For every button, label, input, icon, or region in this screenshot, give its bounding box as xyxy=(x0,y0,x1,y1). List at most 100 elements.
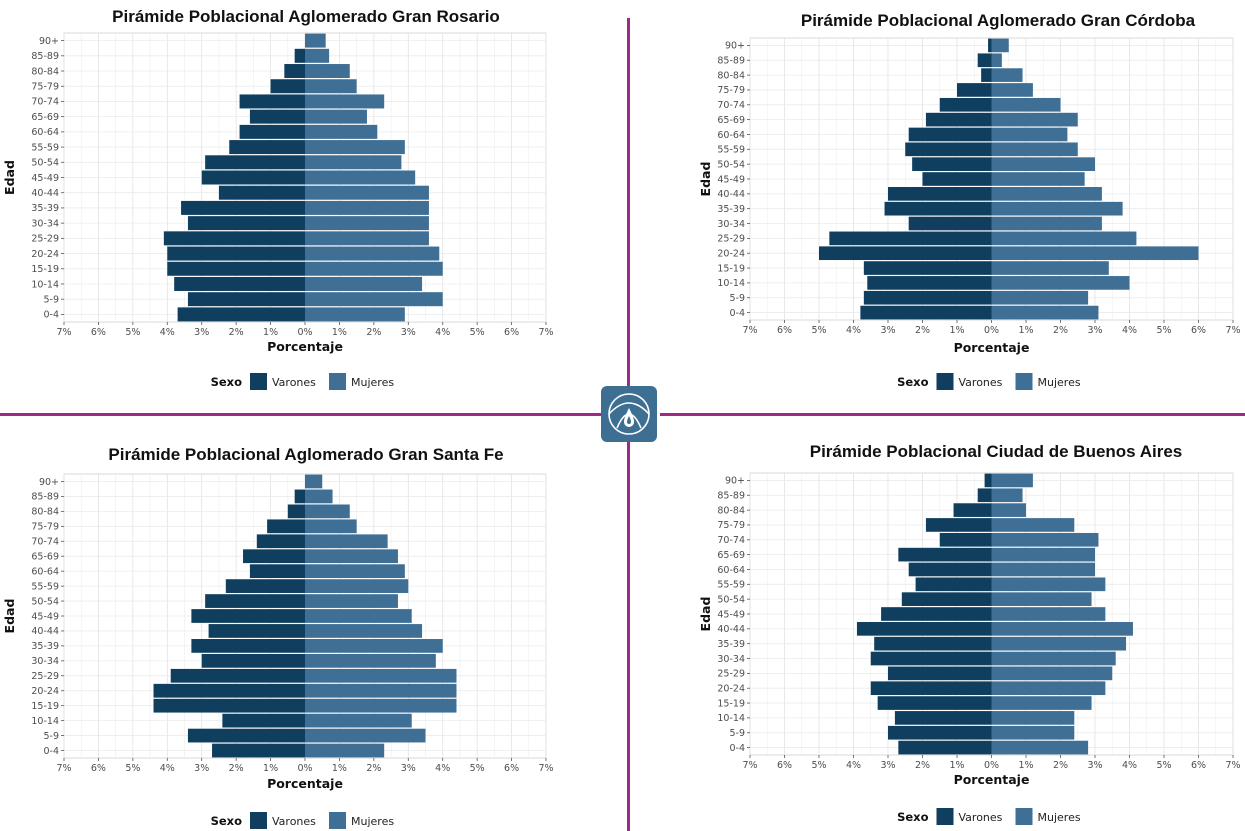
bar-varones-90+ xyxy=(988,38,992,53)
x-tick-label: 7% xyxy=(1225,760,1240,771)
bar-varones-40-44 xyxy=(218,185,305,200)
bar-varones-40-44 xyxy=(856,622,992,636)
y-tick-label: 65-69 xyxy=(717,115,745,126)
horizontal-divider-right xyxy=(660,413,1245,416)
bar-varones-10-14 xyxy=(894,711,992,725)
bar-mujeres-80-84 xyxy=(305,64,350,79)
y-tick-label: 50-54 xyxy=(717,594,745,605)
bar-mujeres-10-14 xyxy=(991,711,1075,725)
bar-varones-10-14 xyxy=(222,713,305,728)
x-tick-label: 1% xyxy=(263,327,278,338)
bar-varones-5-9 xyxy=(187,292,305,307)
x-tick-label: 7% xyxy=(538,763,553,774)
x-tick-label: 2% xyxy=(1053,325,1068,336)
x-tick-label: 2% xyxy=(366,327,381,338)
y-tick-label: 40-44 xyxy=(31,188,59,199)
x-tick-label: 4% xyxy=(435,327,450,338)
legend-title: Sexo xyxy=(211,814,242,828)
bar-mujeres-20-24 xyxy=(991,681,1106,696)
bar-varones-75-79 xyxy=(925,518,992,532)
y-tick-label: 30-34 xyxy=(31,656,59,667)
x-tick-label: 1% xyxy=(1018,760,1033,771)
y-tick-label: 35-39 xyxy=(717,204,745,215)
bar-mujeres-50-54 xyxy=(991,157,1095,171)
bar-varones-85-89 xyxy=(294,489,305,504)
y-axis-label: Edad xyxy=(698,162,713,197)
x-tick-label: 1% xyxy=(332,763,347,774)
x-tick-label: 1% xyxy=(263,763,278,774)
bar-mujeres-70-74 xyxy=(305,94,385,109)
y-tick-label: 30-34 xyxy=(717,654,745,665)
y-tick-label: 60-64 xyxy=(717,130,745,141)
y-tick-label: 45-49 xyxy=(717,174,745,185)
bar-mujeres-50-54 xyxy=(305,594,398,608)
bar-mujeres-75-79 xyxy=(991,518,1075,532)
bar-mujeres-5-9 xyxy=(305,728,426,743)
y-tick-label: 70-74 xyxy=(31,97,59,108)
y-tick-label: 45-49 xyxy=(31,173,59,184)
bar-mujeres-5-9 xyxy=(991,290,1089,305)
bar-varones-45-49 xyxy=(922,172,992,186)
x-tick-label: 1% xyxy=(332,327,347,338)
bar-mujeres-85-89 xyxy=(305,489,333,504)
bar-mujeres-65-69 xyxy=(305,109,367,124)
bar-varones-30-34 xyxy=(201,653,305,668)
y-tick-label: 15-19 xyxy=(31,264,59,275)
bar-mujeres-90+ xyxy=(305,33,326,48)
y-tick-label: 60-64 xyxy=(717,565,745,576)
y-tick-label: 20-24 xyxy=(31,686,59,697)
legend: Sexo Varones Mujeres xyxy=(897,808,1081,825)
bar-mujeres-20-24 xyxy=(305,246,440,261)
chart-title: Pirámide Poblacional Aglomerado Gran Ros… xyxy=(112,7,500,26)
bar-mujeres-80-84 xyxy=(991,68,1023,82)
y-tick-label: 0-4 xyxy=(729,743,745,754)
x-tick-label: 7% xyxy=(538,327,553,338)
y-tick-label: 5-9 xyxy=(43,294,59,305)
legend: Sexo Varones Mujeres xyxy=(897,373,1081,390)
bar-varones-60-64 xyxy=(908,127,992,142)
bar-mujeres-10-14 xyxy=(305,276,423,291)
bar-varones-70-74 xyxy=(939,97,992,112)
y-tick-label: 15-19 xyxy=(717,698,745,709)
bar-mujeres-15-19 xyxy=(305,698,457,713)
x-axis-label: Porcentaje xyxy=(267,776,343,791)
x-tick-label: 3% xyxy=(194,327,209,338)
x-tick-label: 4% xyxy=(1122,325,1137,336)
y-tick-label: 45-49 xyxy=(717,609,745,620)
bar-varones-70-74 xyxy=(239,94,305,109)
x-tick-label: 4% xyxy=(1122,760,1137,771)
bar-varones-60-64 xyxy=(249,564,305,579)
bar-mujeres-50-54 xyxy=(305,155,402,170)
pyramid-panel-cordoba: 0-4 5-9 10-14 15-19 20-24 25-29 30-34 35-39 40-4… xyxy=(690,0,1245,400)
y-tick-label: 20-24 xyxy=(31,249,59,260)
bar-mujeres-45-49 xyxy=(305,170,416,185)
bar-varones-60-64 xyxy=(908,562,992,577)
x-tick-label: 5% xyxy=(1156,760,1171,771)
bar-mujeres-40-44 xyxy=(991,622,1133,636)
bar-mujeres-45-49 xyxy=(991,172,1085,186)
bar-mujeres-90+ xyxy=(991,38,1009,53)
bar-varones-80-84 xyxy=(981,68,992,82)
x-tick-label: 1% xyxy=(1018,325,1033,336)
bar-varones-60-64 xyxy=(239,124,305,139)
legend-title: Sexo xyxy=(897,810,928,824)
bar-varones-75-79 xyxy=(267,519,305,534)
bar-mujeres-85-89 xyxy=(991,488,1023,503)
x-tick-label: 5% xyxy=(125,327,140,338)
y-tick-label: 0-4 xyxy=(43,746,59,757)
y-tick-label: 0-4 xyxy=(43,310,59,321)
bar-mujeres-90+ xyxy=(305,474,323,489)
y-tick-label: 10-14 xyxy=(31,716,59,727)
x-axis-label: Porcentaje xyxy=(267,339,343,354)
y-tick-label: 70-74 xyxy=(717,100,745,111)
pyramid-chart-rosario: 0-4 5-9 10-14 15-19 20-24 25-29 30-34 35-39 40-4… xyxy=(2,7,554,390)
bar-mujeres-15-19 xyxy=(991,696,1092,710)
y-tick-label: 15-19 xyxy=(717,263,745,274)
drop-emblem-icon xyxy=(608,393,650,435)
logo-badge xyxy=(601,386,657,442)
y-tick-label: 30-34 xyxy=(31,218,59,229)
legend-label-mujeres: Mujeres xyxy=(351,376,394,389)
x-tick-label: 3% xyxy=(880,325,895,336)
bar-mujeres-60-64 xyxy=(991,562,1095,577)
legend-label-varones: Varones xyxy=(959,811,1003,824)
